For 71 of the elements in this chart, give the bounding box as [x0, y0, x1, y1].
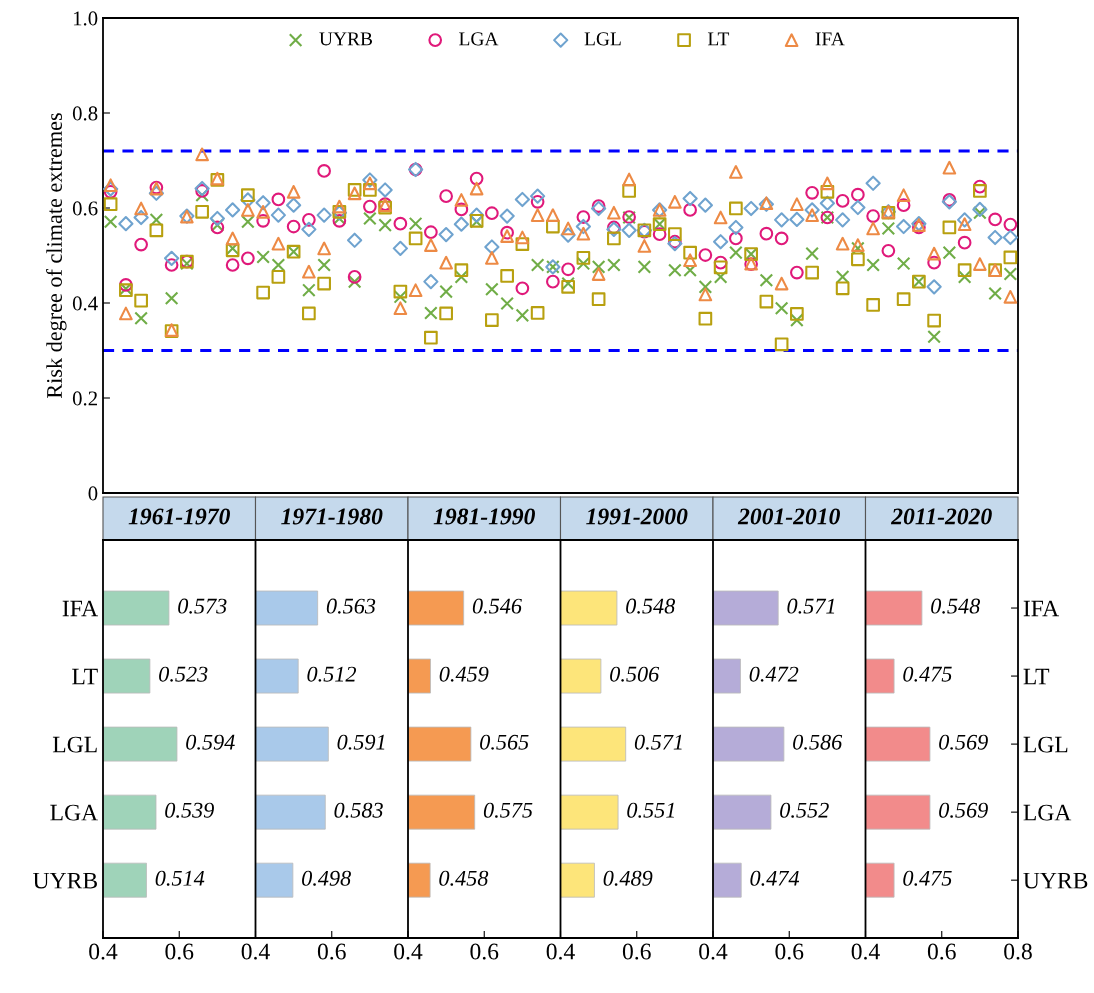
data-label: 0.586: [793, 734, 843, 750]
data-label: 0.506: [610, 666, 660, 682]
data-label: 0.569: [939, 734, 988, 750]
data-label: 0.571: [634, 734, 682, 750]
chart-title: 1971-1980: [281, 508, 383, 525]
y-tick-label: UYRB: [33, 872, 97, 889]
y-tick-label: LGL: [52, 736, 97, 753]
y-tick-label: 0.8: [72, 106, 98, 121]
data-label: 0.551: [627, 802, 675, 818]
y-tick-label: LGL: [1023, 736, 1068, 753]
y-tick-label: IFA: [62, 600, 98, 617]
legend-label: IFA: [815, 32, 845, 46]
data-label: 0.548: [931, 598, 981, 614]
x-tick-label: 0.6: [622, 943, 651, 960]
data-label: 0.552: [780, 802, 829, 818]
x-tick-label: 0.4: [241, 943, 270, 960]
data-label: 0.475: [903, 870, 952, 886]
x-tick-label: 0.4: [394, 943, 423, 960]
y-tick-label: 0.6: [72, 201, 98, 216]
y-tick-label: IFA: [1023, 600, 1059, 617]
data-label: 0.575: [483, 802, 533, 818]
data-label: 0.475: [903, 666, 952, 682]
y-tick-label: 0: [88, 486, 98, 501]
y-tick-label: LT: [1023, 668, 1050, 685]
data-label: 0.565: [480, 734, 529, 750]
chart-title: 2001-2010: [737, 508, 840, 525]
x-tick-label: 0.6: [775, 943, 804, 960]
data-label: 0.563: [326, 598, 376, 614]
x-tick-label: 0.8: [1004, 943, 1032, 960]
data-label: 0.489: [603, 870, 653, 886]
x-tick-label: 0.6: [165, 943, 194, 960]
x-tick-label: 0.6: [927, 943, 956, 960]
x-tick-label: 0.6: [470, 943, 499, 960]
data-label: 0.569: [939, 802, 988, 818]
data-label: 0.546: [472, 598, 522, 614]
data-label: 0.474: [750, 870, 800, 886]
legend-label: UYRB: [319, 32, 373, 46]
data-label: 0.573: [178, 598, 227, 614]
y-tick-label: 0.2: [72, 391, 97, 406]
x-tick-label: 0.4: [699, 943, 728, 960]
y-axis-title: Risk degree of climate extremes: [46, 113, 67, 399]
data-label: 0.539: [165, 802, 214, 818]
data-label: 0.498: [302, 870, 351, 886]
data-label: 0.591: [337, 734, 385, 750]
data-label: 0.571: [787, 598, 835, 614]
data-label: 0.548: [626, 598, 676, 614]
x-tick-label: 0.4: [89, 943, 118, 960]
y-tick-label: LT: [72, 668, 98, 685]
x-tick-label: 0.6: [317, 943, 346, 960]
data-label: 0.458: [439, 870, 489, 886]
data-label: 0.512: [307, 666, 357, 682]
chart-title: 1991-2000: [586, 508, 688, 525]
x-tick-label: 0.4: [546, 943, 575, 960]
data-label: 0.514: [155, 870, 205, 886]
data-label: 0.523: [159, 666, 208, 682]
chart-title: 2011-2020: [890, 508, 992, 525]
y-tick-label: 1.0: [73, 11, 98, 26]
data-label: 0.459: [439, 666, 489, 682]
y-tick-label: LGA: [1023, 804, 1072, 821]
y-tick-label: UYRB: [1023, 872, 1088, 889]
y-tick-label: 0.4: [72, 296, 98, 311]
x-tick-label: 0.4: [851, 943, 880, 960]
chart-title: 1981-1990: [433, 508, 535, 525]
data-label: 0.472: [749, 666, 799, 682]
legend-label: LGA: [459, 32, 499, 46]
data-label: 0.594: [186, 734, 235, 750]
chart-title: 1961-1970: [128, 508, 230, 525]
y-tick-label: LGA: [50, 804, 98, 821]
legend-label: LGL: [584, 32, 621, 46]
data-label: 0.583: [334, 802, 383, 818]
legend-label: LT: [707, 32, 730, 46]
